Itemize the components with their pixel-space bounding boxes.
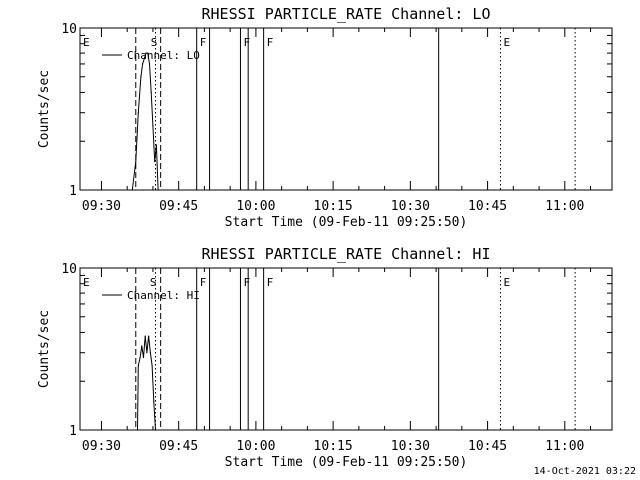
data-point <box>153 400 155 403</box>
x-tick-label: 10:15 <box>314 199 353 214</box>
chart-panel-1: RHESSI PARTICLE_RATE Channel: HI Counts/s… <box>37 245 613 470</box>
x-tick-label: 11:00 <box>545 439 584 454</box>
x-tick-label: 09:30 <box>82 439 121 454</box>
x-tick-label: 09:45 <box>159 199 198 214</box>
data-point <box>131 189 133 191</box>
data-point <box>135 160 137 163</box>
data-point <box>154 160 156 163</box>
data-point <box>136 429 139 431</box>
data-point <box>149 352 151 354</box>
x-tick-label: 10:30 <box>391 199 430 214</box>
y-tick-label: 10 <box>61 22 77 37</box>
data-point <box>139 356 141 359</box>
event-marker-label: E <box>503 36 510 49</box>
data-point <box>144 335 146 337</box>
data-point <box>147 52 149 54</box>
chart-title: RHESSI PARTICLE_RATE Channel: LO <box>202 5 491 23</box>
event-marker-label: S <box>151 36 158 49</box>
plot-timestamp: 14-Oct-2021 03:22 <box>534 466 636 477</box>
data-point <box>137 112 139 114</box>
data-point <box>143 57 145 59</box>
x-tick-label: 11:00 <box>545 199 584 214</box>
data-point <box>146 352 148 354</box>
data-point <box>152 124 154 127</box>
event-marker-label: F <box>243 36 250 49</box>
legend-entry: Channel: HI <box>127 289 200 302</box>
y-axis-label: Counts/sec <box>37 310 52 388</box>
event-marker-label: F <box>243 276 250 289</box>
event-marker-label: S <box>150 276 157 289</box>
x-axis-label: Start Time (09-Feb-11 09:25:50) <box>225 215 468 230</box>
x-tick-label: 10:30 <box>391 439 430 454</box>
y-tick-label: 1 <box>69 184 77 199</box>
x-tick-label: 09:45 <box>159 439 198 454</box>
series-line <box>137 336 156 431</box>
data-point <box>155 144 157 146</box>
y-tick-label: 1 <box>69 424 77 439</box>
x-tick-label: 10:45 <box>468 439 507 454</box>
chart-panel-0: RHESSI PARTICLE_RATE Channel: LO Counts/s… <box>37 5 613 230</box>
data-point <box>140 76 142 78</box>
event-marker-label: F <box>200 276 207 289</box>
plot-frame <box>79 27 613 191</box>
x-tick-label: 10:00 <box>236 439 275 454</box>
x-tick-label: 10:45 <box>468 199 507 214</box>
series-line <box>131 52 159 191</box>
data-point <box>148 63 151 65</box>
data-point <box>142 356 145 359</box>
event-marker-label: E <box>83 276 90 289</box>
event-marker-label: E <box>503 276 510 289</box>
x-tick-label: 09:30 <box>82 199 121 214</box>
event-marker-label: F <box>267 276 274 289</box>
data-point <box>151 364 153 367</box>
x-tick-label: 10:00 <box>236 199 275 214</box>
event-marker-label: E <box>83 36 90 49</box>
event-marker-label: F <box>200 36 207 49</box>
data-point <box>150 91 152 94</box>
chart-title: RHESSI PARTICLE_RATE Channel: HI <box>202 245 491 263</box>
y-tick-label: 10 <box>61 262 77 277</box>
x-tick-label: 10:15 <box>314 439 353 454</box>
data-point <box>142 63 144 65</box>
x-axis-label: Start Time (09-Feb-11 09:25:50) <box>225 455 468 470</box>
data-point <box>141 345 143 347</box>
legend-entry: Channel: LO <box>127 49 200 62</box>
data-point <box>148 335 150 337</box>
plot-frame <box>79 267 613 431</box>
data-point <box>137 364 139 367</box>
event-marker-label: F <box>267 36 274 49</box>
data-point <box>145 52 147 54</box>
data-point <box>157 189 159 191</box>
data-point <box>154 429 157 431</box>
y-axis-label: Counts/sec <box>37 70 52 148</box>
